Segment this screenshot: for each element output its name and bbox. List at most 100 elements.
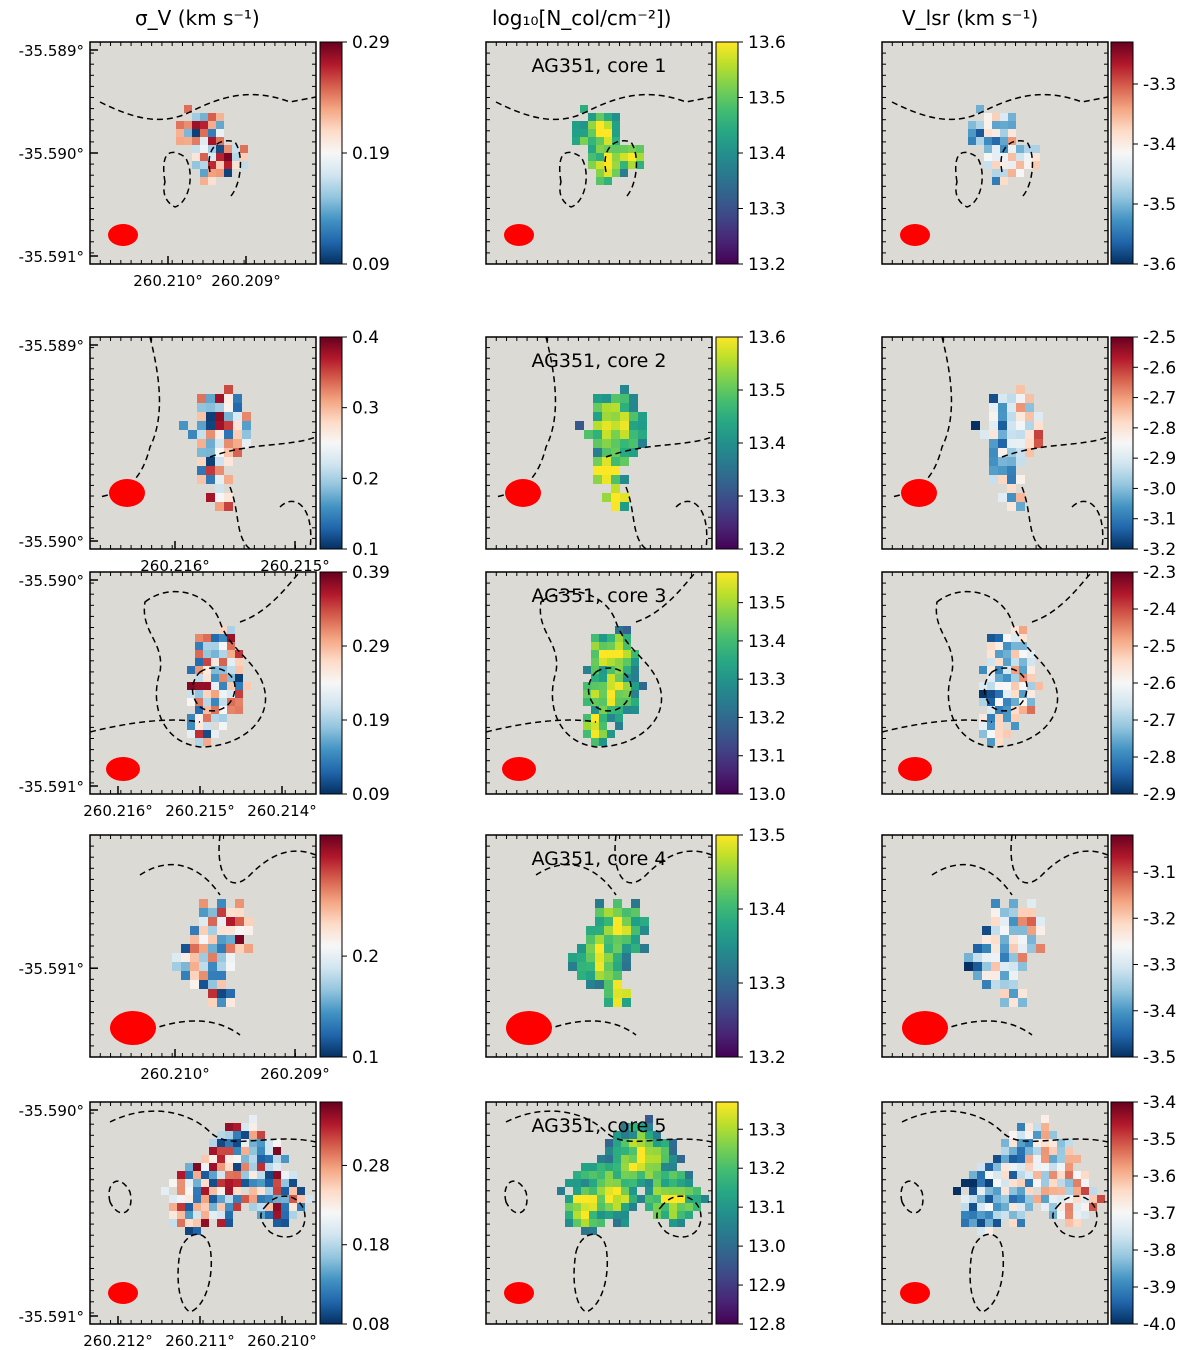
map-pixel [1000, 177, 1008, 185]
map-pixel [985, 1219, 993, 1227]
map-pixel [995, 690, 1003, 698]
map-pixel [1025, 394, 1034, 403]
map-pixel [226, 962, 235, 971]
map-pixel [1049, 1131, 1057, 1139]
map-pixel [621, 1123, 629, 1131]
map-pixel [669, 1219, 677, 1227]
map-pixel [185, 1219, 193, 1227]
map-pixel [623, 674, 631, 682]
map-pixel [215, 448, 224, 457]
map-pixel [1033, 1179, 1041, 1187]
map-pixel [589, 1227, 597, 1235]
row-2-panel-3: -2.5 -2.6 -2.7 -2.8 -2.9 -3.0 -3.1 -3.2 [881, 328, 1176, 560]
map-pixel [613, 1139, 621, 1147]
map-pixel [226, 953, 235, 962]
map-pixel [969, 1219, 977, 1227]
map-pixel [685, 1187, 693, 1195]
map-pixel [591, 642, 599, 650]
map-pixel [613, 908, 622, 917]
map-pixel [993, 1155, 1001, 1163]
map-pixel [588, 145, 596, 153]
contour-line [505, 1110, 712, 1143]
map-pixel [1000, 962, 1009, 971]
map-pixel [219, 674, 227, 682]
map-pixel [1009, 962, 1018, 971]
map-pixel [591, 730, 599, 738]
map-pixel [1011, 682, 1019, 690]
map-pixel [987, 706, 995, 714]
map-pixel [200, 153, 208, 161]
map-pixel [217, 1179, 225, 1187]
map-pixel [206, 394, 215, 403]
map-pixel [976, 121, 984, 129]
map-pixel [591, 666, 599, 674]
map-pixel [177, 1203, 185, 1211]
map-pixel [976, 129, 984, 137]
map-pixel [636, 161, 644, 169]
map-pixel [620, 394, 629, 403]
map-pixel [620, 439, 629, 448]
map-pixel [200, 145, 208, 153]
map-pixel [208, 935, 217, 944]
map-pixel [979, 682, 987, 690]
map-pixel [199, 953, 208, 962]
map-pixel [201, 1163, 209, 1171]
map-pixel [586, 962, 595, 971]
contour-line [486, 719, 597, 733]
map-pixel [613, 1171, 621, 1179]
map-pixel [1025, 1195, 1033, 1203]
map-pixel [1009, 917, 1018, 926]
map-pixel [225, 1155, 233, 1163]
map-pixel [1025, 412, 1034, 421]
map-pixel [197, 403, 206, 412]
map-pixel [605, 1203, 613, 1211]
map-pixel [637, 1131, 645, 1139]
map-pixel [973, 953, 982, 962]
map-pixel [265, 1147, 273, 1155]
map-pixel [172, 962, 181, 971]
map-pixel [613, 926, 622, 935]
contour-group [891, 93, 1108, 208]
map-pixel [208, 153, 216, 161]
map-pixel [953, 1187, 961, 1195]
map-pixel [969, 1179, 977, 1187]
map-pixel [621, 1187, 629, 1195]
map-pixel [1057, 1139, 1065, 1147]
x-tick-label: 260.210° [140, 1065, 210, 1083]
map-pixel [273, 1179, 281, 1187]
map-pixel [281, 1211, 289, 1219]
map-pixel [1009, 908, 1018, 917]
map-pixel [185, 1179, 193, 1187]
colorbar-tick-label: 13.5 [748, 826, 786, 846]
map-pixel [1011, 706, 1019, 714]
map-pixel [985, 1203, 993, 1211]
map-pixel [233, 403, 242, 412]
map-pixel [977, 1179, 985, 1187]
map-pixel [637, 1163, 645, 1171]
map-pixel [637, 1171, 645, 1179]
map-pixel [612, 137, 620, 145]
map-pixel [215, 502, 224, 511]
colorbar-tick-label: -2.4 [1143, 600, 1176, 620]
map-pixel [199, 971, 208, 980]
map-pixel [224, 493, 233, 502]
beam-ellipse [504, 224, 534, 246]
map-pixel [607, 658, 615, 666]
map-pixel [1033, 1195, 1041, 1203]
map-pixel [622, 953, 631, 962]
map-pixel [604, 989, 613, 998]
map-pixel [201, 1211, 209, 1219]
map-pixel [637, 1155, 645, 1163]
map-pixel [607, 666, 615, 674]
map-pixel [669, 1195, 677, 1203]
map-pixel [573, 1179, 581, 1187]
map-pixel [211, 690, 219, 698]
map-pixel [604, 980, 613, 989]
map-pixel [1007, 448, 1016, 457]
map-pixel [193, 1227, 201, 1235]
map-pixel [197, 457, 206, 466]
map-pixel [187, 714, 195, 722]
map-pixel [1025, 1203, 1033, 1211]
map-pixel [249, 1123, 257, 1131]
map-pixel [206, 457, 215, 466]
